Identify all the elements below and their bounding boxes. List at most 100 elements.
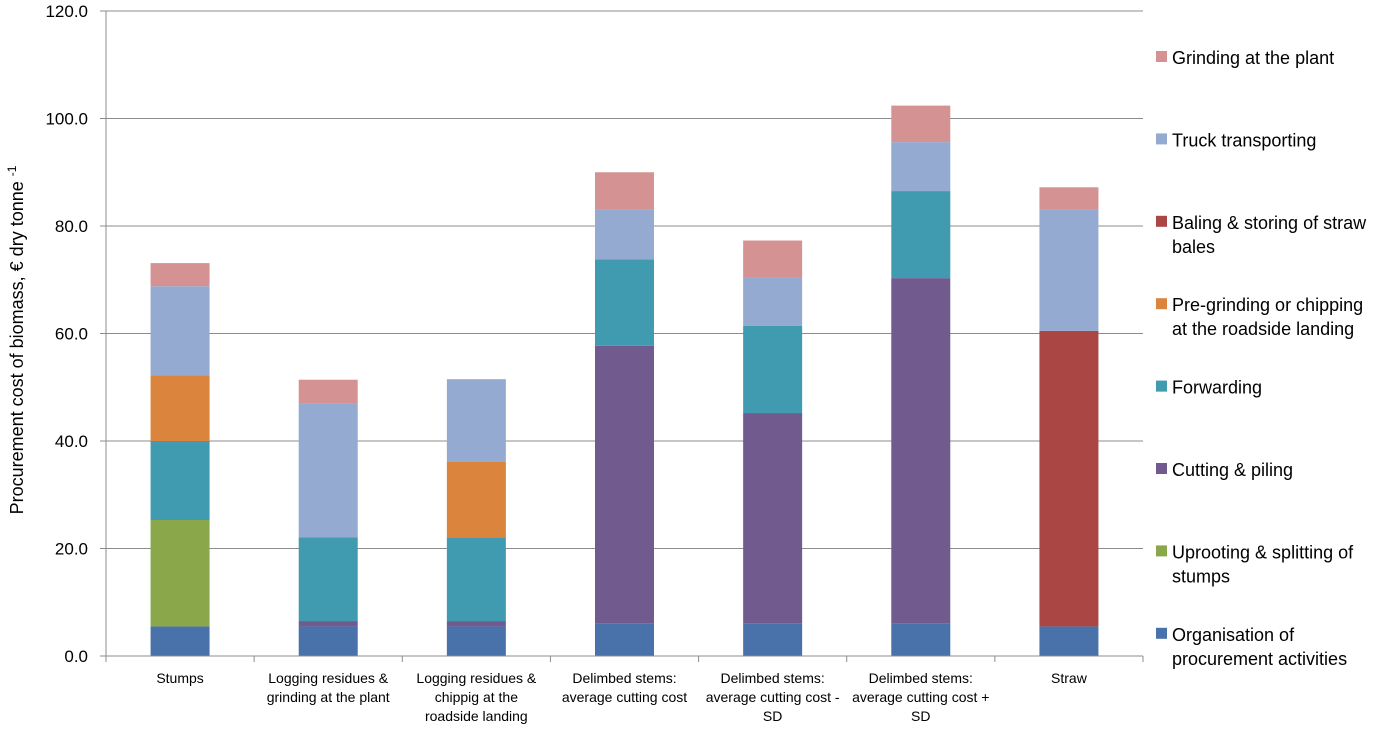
bar-segment [891, 191, 951, 279]
legend-label: Pre-grinding or chipping at the roadside … [1172, 295, 1363, 339]
legend-swatch [1156, 298, 1167, 310]
legend-label-line: at the roadside landing [1172, 319, 1354, 339]
legend-label: Grinding at the plant [1172, 48, 1334, 68]
legend-swatch [1156, 133, 1167, 145]
legend-label-line: Grinding at the plant [1172, 48, 1334, 68]
bar-segment [1039, 626, 1099, 656]
x-category-label-line: Delimbed stems: [869, 670, 973, 686]
bar-segment [150, 375, 210, 441]
bar-segment [743, 413, 803, 624]
x-category-label-line: Delimbed stems: [572, 670, 676, 686]
bar-segment [595, 209, 654, 260]
bar-segment [298, 537, 358, 622]
legend-swatch [1156, 545, 1167, 557]
bar-segment [150, 441, 210, 521]
y-axis-label: Procurement cost of biomass, € dry tonne… [5, 165, 27, 514]
y-axis-label-main: Procurement cost of biomass, € dry tonne [7, 181, 27, 514]
bar-segment [891, 623, 951, 656]
x-category-label: Logging residues & chippig at the roadside… [416, 670, 537, 724]
bar-segment [298, 379, 358, 404]
bar-segment [1039, 330, 1099, 627]
legend-label: Baling & storing of straw bales [1172, 213, 1367, 257]
legend-label: Truck transporting [1172, 130, 1316, 150]
y-tick-label: 100.0 [45, 110, 88, 129]
bar-segment [298, 626, 358, 656]
legend-label: Organisation of procurement activities [1172, 625, 1347, 669]
x-category-label: Delimbed stems: average cutting cost - SD [706, 670, 840, 724]
bar-segment [743, 240, 803, 278]
x-category-label-line: average cutting cost - [706, 689, 840, 705]
x-category-label: Straw [1051, 670, 1088, 686]
x-category-label-line: Logging residues & [268, 670, 389, 686]
bar-segment [446, 461, 506, 538]
bar-segment [446, 537, 506, 622]
legend-label-line: Uprooting & splitting of [1172, 542, 1354, 562]
y-tick-label: 20.0 [55, 540, 88, 559]
x-category-label-line: Logging residues & [416, 670, 537, 686]
bar-segment [150, 520, 210, 627]
x-category-label: Logging residues & grinding at the plant [267, 670, 390, 705]
legend-label-line: Pre-grinding or chipping [1172, 295, 1363, 315]
y-tick-label: 0.0 [64, 647, 88, 666]
x-category-label-line: average cutting cost + [852, 689, 989, 705]
bar-segment [446, 379, 506, 462]
y-axis-title: Procurement cost of biomass, € dry tonne… [5, 165, 27, 514]
legend-label-line: Cutting & piling [1172, 460, 1293, 480]
legend-swatch [1156, 463, 1167, 474]
bars [150, 105, 1099, 656]
bar-segment [1039, 209, 1099, 331]
y-tick-label: 60.0 [55, 325, 88, 344]
bar-segment [1039, 187, 1099, 210]
legend-swatch [1156, 215, 1167, 227]
bar-segment [891, 142, 951, 192]
bar-segment [891, 105, 951, 143]
x-category-label-line: Delimbed stems: [721, 670, 825, 686]
x-category-label: Stumps [156, 670, 203, 686]
x-category-label-line: Straw [1051, 670, 1088, 686]
legend-label-line: Organisation of [1172, 625, 1295, 645]
y-tick-label: 40.0 [55, 432, 88, 451]
bar-segment [743, 325, 803, 414]
bar-segment [298, 403, 358, 538]
bar-segment [595, 259, 654, 346]
legend-label-line: bales [1172, 237, 1215, 257]
bar-segment [446, 621, 506, 627]
legend-swatch [1156, 51, 1167, 62]
x-category-label-line: average cutting cost [562, 689, 687, 705]
legend-swatch [1156, 380, 1167, 392]
x-category-label-line: chippig at the [435, 689, 518, 705]
x-category-label-line: SD [763, 708, 782, 724]
legend-label: Uprooting & splitting of stumps [1172, 542, 1354, 586]
legend-label: Forwarding [1172, 378, 1262, 398]
y-tick-label: 120.0 [45, 2, 88, 21]
x-category-label-line: Stumps [156, 670, 203, 686]
bar-segment [595, 172, 654, 210]
bar-segment [446, 626, 506, 656]
legend-label: Cutting & piling [1172, 460, 1293, 480]
legend: Grinding at the plant Truck transporting B… [1156, 48, 1367, 669]
legend-label-line: stumps [1172, 566, 1230, 586]
bar-segment [743, 623, 803, 656]
axes [105, 11, 1144, 662]
x-category-label: Delimbed stems: average cutting cost + SD [852, 670, 989, 724]
y-tick-label: 80.0 [55, 217, 88, 236]
x-category-label: Delimbed stems: average cutting cost [562, 670, 687, 705]
legend-label-line: Forwarding [1172, 378, 1262, 398]
bar-segment [891, 278, 951, 624]
y-axis-label-superscript: -1 [5, 165, 19, 176]
bar-segment [743, 277, 803, 326]
x-category-label-line: SD [911, 708, 930, 724]
legend-label-line: Truck transporting [1172, 130, 1316, 150]
bar-segment [150, 626, 210, 656]
x-category-label-line: grinding at the plant [267, 689, 390, 705]
bar-segment [595, 345, 654, 624]
legend-label-line: Baling & storing of straw [1172, 213, 1367, 233]
x-axis-category-labels: Stumps Logging residues & grinding at the … [156, 670, 1087, 724]
x-category-label-line: roadside landing [425, 708, 528, 724]
legend-label-line: procurement activities [1172, 649, 1347, 669]
bar-segment [150, 263, 210, 287]
bar-segment [298, 621, 358, 627]
legend-swatch [1156, 627, 1167, 639]
y-axis-tick-labels: 0.0 20.0 40.0 60.0 80.0 100.0 120.0 [45, 2, 88, 666]
